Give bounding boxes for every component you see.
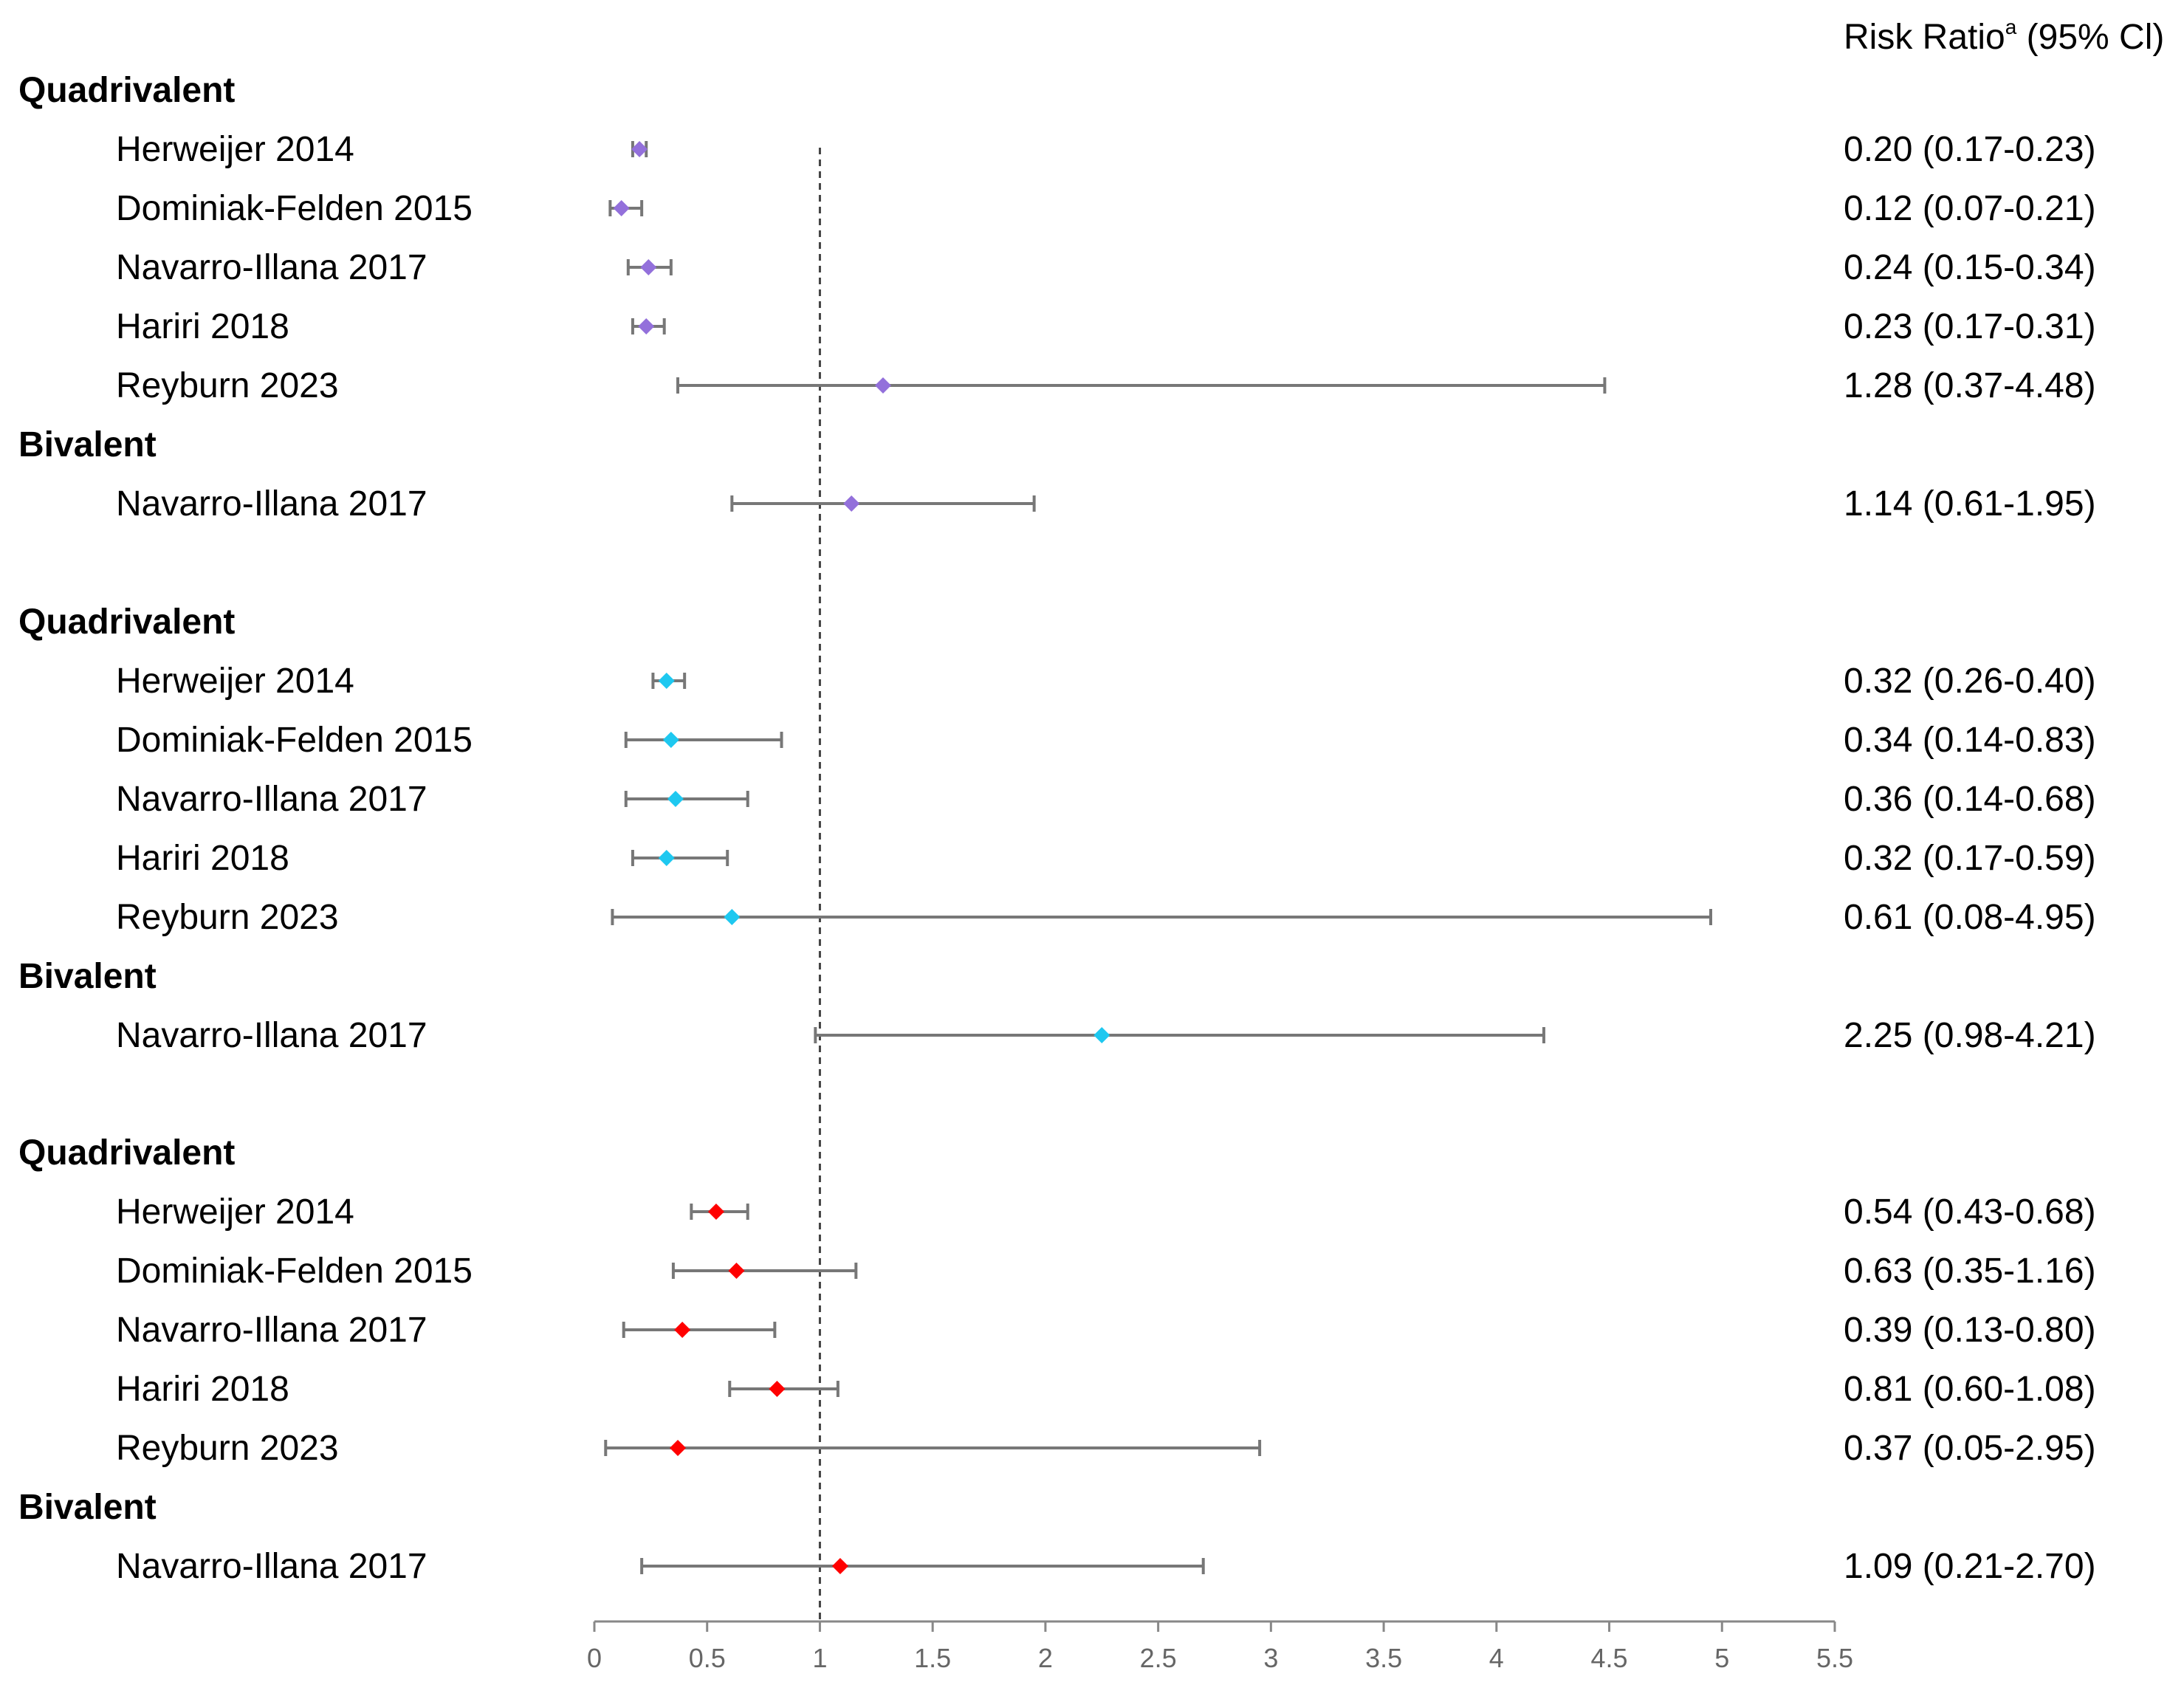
- risk-ratio-value: 1.14 (0.61-1.95): [1844, 484, 2096, 524]
- risk-ratio-column-header: Risk Ratioa (95% Cl): [1844, 16, 2164, 57]
- risk-ratio-value: 0.39 (0.13-0.80): [1844, 1311, 2096, 1350]
- x-tick-label: 4.5: [1591, 1643, 1628, 1673]
- risk-ratio-value: 0.34 (0.14-0.83): [1844, 721, 2096, 760]
- risk-ratio-value: 0.61 (0.08-4.95): [1844, 898, 2096, 937]
- risk-ratio-value: 0.23 (0.17-0.31): [1844, 307, 2096, 346]
- point-estimate-marker: [659, 673, 675, 689]
- study-label: Dominiak-Felden 2015: [116, 189, 473, 228]
- point-estimate-marker: [667, 791, 684, 807]
- risk-ratio-value: 0.36 (0.14-0.68): [1844, 780, 2096, 819]
- risk-ratio-value: 0.24 (0.15-0.34): [1844, 248, 2096, 287]
- x-tick-label: 0: [587, 1643, 602, 1673]
- plot-layer: Quadrivalent Herweijer 2014 0.20 (0.17-0.2…: [18, 71, 2096, 1673]
- study-label: Navarro-Illana 2017: [116, 1547, 427, 1586]
- risk-ratio-value: 1.28 (0.37-4.48): [1844, 366, 2096, 405]
- point-estimate-marker: [674, 1322, 690, 1338]
- study-label: Navarro-Illana 2017: [116, 484, 427, 524]
- study-label: Herweijer 2014: [116, 1192, 354, 1232]
- x-tick-label: 2: [1038, 1643, 1053, 1673]
- study-label: Hariri 2018: [116, 307, 289, 346]
- risk-ratio-value: 0.37 (0.05-2.95): [1844, 1429, 2096, 1468]
- study-label: Reyburn 2023: [116, 898, 339, 937]
- point-estimate-marker: [663, 732, 679, 748]
- x-tick-label: 1.5: [914, 1643, 951, 1673]
- study-label: Navarro-Illana 2017: [116, 248, 427, 287]
- point-estimate-marker: [728, 1263, 744, 1279]
- x-tick-label: 2.5: [1140, 1643, 1177, 1673]
- study-label: Herweijer 2014: [116, 130, 354, 169]
- x-tick-label: 5: [1714, 1643, 1729, 1673]
- group-label-quadrivalent: Quadrivalent: [18, 71, 235, 110]
- point-estimate-marker: [659, 850, 675, 866]
- point-estimate-marker: [708, 1204, 724, 1220]
- study-label: Hariri 2018: [116, 1370, 289, 1409]
- risk-ratio-value: 0.20 (0.17-0.23): [1844, 130, 2096, 169]
- x-tick-label: 3.5: [1365, 1643, 1402, 1673]
- risk-ratio-value: 0.32 (0.26-0.40): [1844, 662, 2096, 701]
- study-label: Dominiak-Felden 2015: [116, 721, 473, 760]
- point-estimate-marker: [769, 1381, 785, 1397]
- study-label: Herweijer 2014: [116, 662, 354, 701]
- x-tick-label: 3: [1263, 1643, 1278, 1673]
- point-estimate-marker: [843, 495, 859, 512]
- risk-ratio-value: 2.25 (0.98-4.21): [1844, 1016, 2096, 1055]
- study-label: Navarro-Illana 2017: [116, 1311, 427, 1350]
- group-label-quadrivalent: Quadrivalent: [18, 603, 235, 642]
- study-label: Hariri 2018: [116, 839, 289, 878]
- group-label-bivalent: Bivalent: [18, 957, 157, 996]
- risk-ratio-value: 0.32 (0.17-0.59): [1844, 839, 2096, 878]
- point-estimate-marker: [875, 377, 891, 394]
- point-estimate-marker: [832, 1558, 848, 1574]
- group-label-bivalent: Bivalent: [18, 425, 157, 464]
- study-label: Reyburn 2023: [116, 1429, 339, 1468]
- study-label: Navarro-Illana 2017: [116, 780, 427, 819]
- point-estimate-marker: [614, 200, 630, 216]
- point-estimate-marker: [670, 1440, 686, 1456]
- risk-ratio-value: 1.09 (0.21-2.70): [1844, 1547, 2096, 1586]
- point-estimate-marker: [1093, 1027, 1110, 1043]
- x-tick-label: 1: [812, 1643, 827, 1673]
- risk-ratio-value: 0.54 (0.43-0.68): [1844, 1192, 2096, 1232]
- study-label: Dominiak-Felden 2015: [116, 1252, 473, 1291]
- group-label-bivalent: Bivalent: [18, 1488, 157, 1527]
- point-estimate-marker: [724, 909, 740, 925]
- point-estimate-marker: [640, 259, 656, 275]
- risk-ratio-value: 0.63 (0.35-1.16): [1844, 1252, 2096, 1291]
- x-tick-label: 0.5: [689, 1643, 726, 1673]
- x-tick-label: 5.5: [1816, 1643, 1853, 1673]
- study-label: Reyburn 2023: [116, 366, 339, 405]
- x-tick-label: 4: [1489, 1643, 1504, 1673]
- forest-plot: Risk Ratioa (95% Cl) Quadrivalent Herweij…: [0, 0, 2184, 1699]
- risk-ratio-value: 0.12 (0.07-0.21): [1844, 189, 2096, 228]
- study-label: Navarro-Illana 2017: [116, 1016, 427, 1055]
- risk-ratio-value: 0.81 (0.60-1.08): [1844, 1370, 2096, 1409]
- point-estimate-marker: [638, 318, 654, 334]
- group-label-quadrivalent: Quadrivalent: [18, 1133, 235, 1173]
